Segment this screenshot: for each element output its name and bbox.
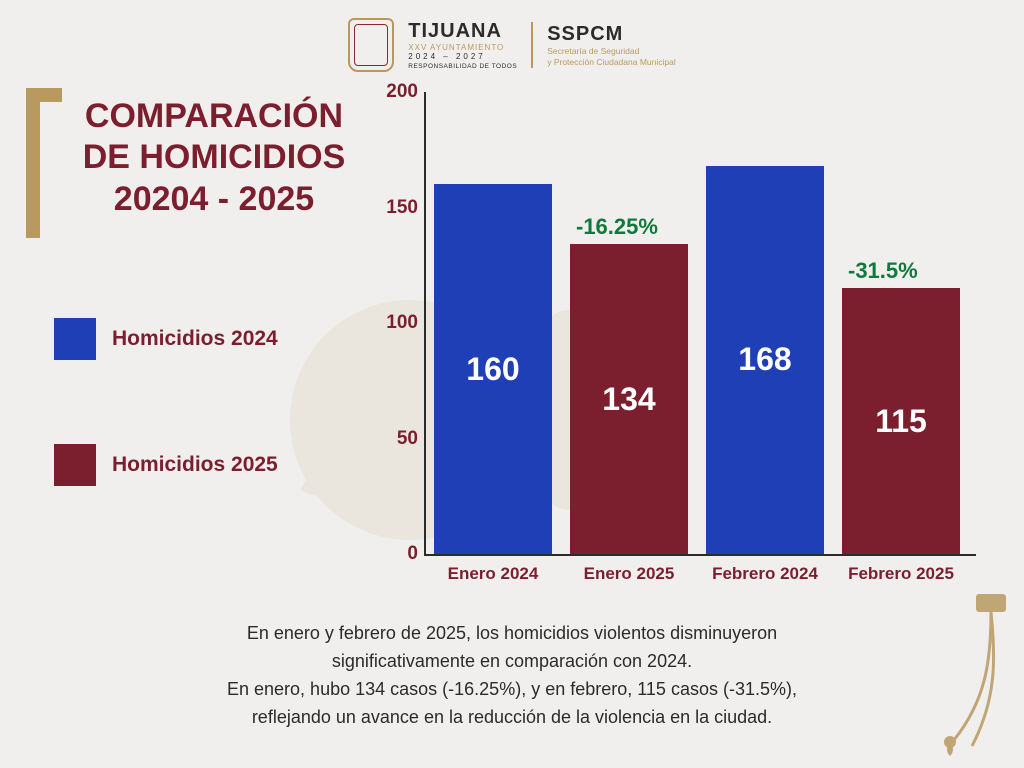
sspcm-sub2: y Protección Ciudadana Municipal — [547, 57, 676, 67]
footer-line: En enero y febrero de 2025, los homicidi… — [120, 620, 904, 648]
tijuana-xxv: XXV AYUNTAMIENTO — [408, 43, 517, 52]
x-label: Enero 2024 — [434, 564, 552, 584]
legend-item: Homicidios 2025 — [54, 444, 278, 486]
legend-label: Homicidios 2024 — [112, 327, 278, 351]
bar-value: 160 — [466, 351, 519, 388]
bar: 160 — [434, 184, 552, 554]
tijuana-block: TIJUANA XXV AYUNTAMIENTO 2024 – 2027 RES… — [408, 20, 517, 70]
header: TIJUANA XXV AYUNTAMIENTO 2024 – 2027 RES… — [0, 18, 1024, 72]
footer-line: reflejando un avance en la reducción de … — [120, 704, 904, 732]
bar: 168 — [706, 166, 824, 554]
legend-item: Homicidios 2024 — [54, 318, 278, 360]
bar-value: 134 — [602, 381, 655, 418]
y-tick: 50 — [378, 428, 418, 450]
title-accent-bar — [26, 88, 40, 238]
corner-ornament-icon — [936, 590, 1016, 760]
main-title-line: COMPARACIÓN — [54, 96, 374, 137]
x-axis — [424, 554, 976, 556]
bar-value: 115 — [875, 403, 927, 440]
bar-chart: 050100150200 160134168115 Enero 2024Ener… — [378, 92, 994, 596]
main-title-line: DE HOMICIDIOS — [54, 137, 374, 178]
tijuana-resp: RESPONSABILIDAD DE TODOS — [408, 63, 517, 70]
x-label: Febrero 2025 — [842, 564, 960, 584]
tijuana-title: TIJUANA — [408, 20, 517, 43]
y-tick: 100 — [378, 312, 418, 334]
city-seal-icon — [348, 18, 394, 72]
x-label: Enero 2025 — [570, 564, 688, 584]
bars-container: 160 134 168 115 — [426, 92, 978, 554]
y-tick: 150 — [378, 197, 418, 219]
legend-label: Homicidios 2025 — [112, 453, 278, 477]
bar-value: 168 — [738, 341, 791, 378]
main-title: COMPARACIÓN DE HOMICIDIOS 20204 - 2025 — [54, 96, 374, 220]
footer-summary: En enero y febrero de 2025, los homicidi… — [120, 620, 904, 732]
tijuana-years: 2024 – 2027 — [408, 52, 517, 61]
header-divider — [531, 22, 533, 68]
y-tick: 200 — [378, 81, 418, 103]
bar: 115 — [842, 288, 960, 554]
legend-swatch-2025 — [54, 444, 96, 486]
percent-change: -16.25% — [576, 214, 658, 240]
legend-swatch-2024 — [54, 318, 96, 360]
footer-line: En enero, hubo 134 casos (-16.25%), y en… — [120, 676, 904, 704]
main-title-line: 20204 - 2025 — [54, 179, 374, 220]
sspcm-sub1: Secretaría de Seguridad — [547, 46, 676, 56]
x-label: Febrero 2024 — [706, 564, 824, 584]
y-tick: 0 — [378, 543, 418, 565]
bar: 134 — [570, 244, 688, 554]
footer-line: significativamente en comparación con 20… — [120, 648, 904, 676]
sspcm-title: SSPCM — [547, 23, 676, 46]
legend: Homicidios 2024 Homicidios 2025 — [54, 318, 278, 570]
percent-change: -31.5% — [848, 258, 918, 284]
sspcm-block: SSPCM Secretaría de Seguridad y Protecci… — [547, 23, 676, 66]
